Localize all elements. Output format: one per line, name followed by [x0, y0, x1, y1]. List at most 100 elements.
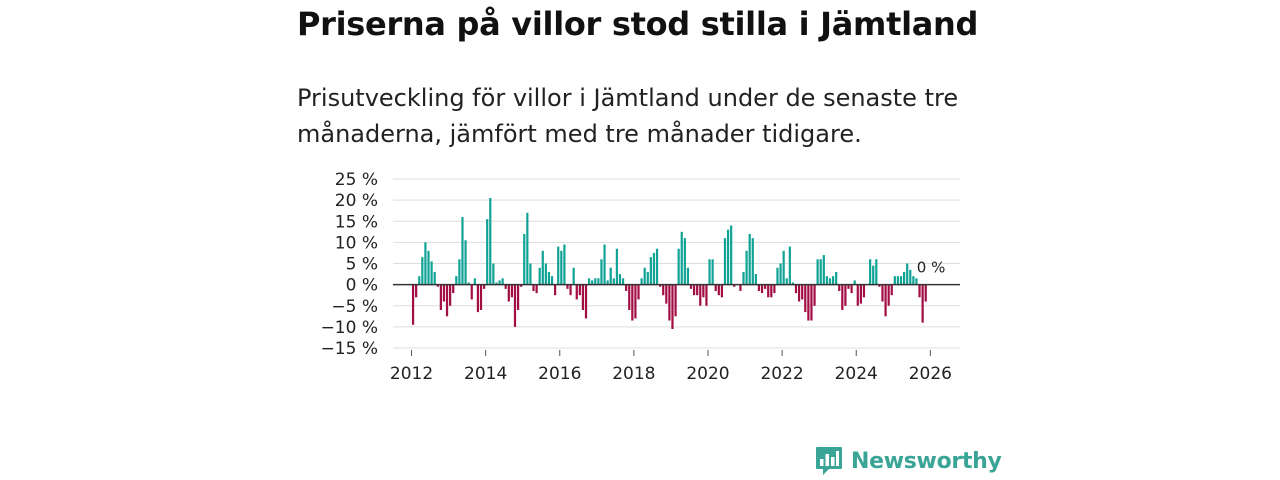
- bar: [442, 284, 446, 302]
- bar: [844, 284, 847, 306]
- bar: [628, 284, 631, 310]
- bar: [665, 284, 668, 304]
- bar: [479, 284, 483, 310]
- bar: [473, 278, 476, 285]
- bar: [711, 259, 714, 285]
- bar-series: [411, 198, 927, 329]
- bar: [788, 246, 791, 285]
- bar: [415, 284, 418, 298]
- bar: [825, 276, 829, 285]
- y-tick-label: −5 %: [331, 297, 378, 317]
- bar: [708, 259, 711, 285]
- bar: [467, 282, 470, 285]
- bar: [884, 284, 887, 317]
- bar: [439, 284, 442, 310]
- bar: [872, 265, 875, 285]
- bar: [458, 259, 461, 285]
- bar: [600, 259, 603, 285]
- bar: [726, 229, 730, 285]
- bar: [714, 284, 717, 291]
- bar: [680, 231, 683, 285]
- bar: [637, 284, 640, 300]
- bar: [646, 271, 649, 285]
- bar: [572, 267, 575, 285]
- bar: [813, 284, 816, 306]
- bar: [476, 284, 480, 313]
- bar: [606, 280, 609, 285]
- bar: [541, 250, 544, 285]
- bar: [550, 276, 554, 285]
- last-value-label: 0 %: [917, 259, 946, 277]
- bar: [893, 276, 896, 285]
- bar: [538, 267, 541, 285]
- bar: [532, 284, 535, 291]
- bar: [603, 244, 606, 285]
- bar: [869, 259, 872, 285]
- bar: [535, 284, 538, 294]
- bar: [797, 284, 801, 302]
- bar: [597, 278, 600, 285]
- bar: [411, 284, 415, 325]
- bar: [655, 248, 659, 285]
- bar: [760, 284, 764, 294]
- bar: [418, 276, 421, 285]
- bar: [794, 284, 798, 294]
- bar: [581, 284, 585, 310]
- y-tick-label: 15 %: [335, 212, 378, 232]
- bar: [578, 284, 581, 296]
- bar-chart-speech-bubble-icon: [816, 447, 842, 475]
- bar: [875, 259, 878, 285]
- bar: [615, 248, 619, 285]
- bar: [621, 278, 625, 285]
- bar: [594, 278, 597, 285]
- brand-name: Newsworthy: [851, 448, 1002, 474]
- bar: [856, 284, 859, 306]
- bar: [767, 284, 770, 298]
- bar: [692, 284, 696, 296]
- bar: [563, 244, 566, 285]
- bar: [526, 212, 529, 285]
- bar: [896, 276, 900, 285]
- x-tick-label: 2026: [909, 364, 952, 384]
- bar: [674, 284, 677, 317]
- bar: [609, 267, 612, 285]
- price-change-chart: 25 %20 %15 %10 %5 %0 %−5 %−10 %−15 % 201…: [321, 170, 960, 384]
- bar: [853, 280, 856, 285]
- bar: [523, 233, 526, 285]
- bar: [486, 219, 489, 285]
- bar: [575, 284, 578, 300]
- bar: [634, 284, 637, 319]
- bar: [461, 217, 464, 285]
- bar: [723, 238, 727, 285]
- bar: [878, 284, 881, 287]
- bar: [427, 250, 430, 285]
- bar: [717, 284, 720, 296]
- bar: [612, 278, 615, 285]
- bar: [773, 284, 776, 294]
- bar: [433, 271, 436, 285]
- bar: [890, 284, 893, 296]
- bar: [689, 284, 693, 289]
- bar: [492, 263, 495, 285]
- bar: [671, 284, 674, 329]
- bar: [754, 274, 757, 285]
- bar: [745, 250, 748, 285]
- bar: [591, 280, 594, 285]
- x-tick-label: 2018: [612, 364, 655, 384]
- bar: [449, 284, 452, 306]
- bar: [587, 278, 591, 285]
- bar: [529, 263, 532, 285]
- bar: [464, 240, 467, 285]
- bar: [649, 257, 652, 285]
- y-axis-ticks: 25 %20 %15 %10 %5 %0 %−5 %−10 %−15 %: [321, 170, 378, 359]
- bar: [557, 246, 560, 285]
- bar: [782, 250, 785, 285]
- page-subtitle: Prisutveckling för villor i Jämtland und…: [297, 84, 959, 148]
- bar: [902, 271, 906, 285]
- y-tick-label: 5 %: [346, 255, 378, 275]
- bar: [554, 284, 557, 296]
- bar: [677, 248, 680, 285]
- bar: [779, 263, 782, 285]
- bar: [507, 284, 510, 302]
- bar: [819, 259, 822, 285]
